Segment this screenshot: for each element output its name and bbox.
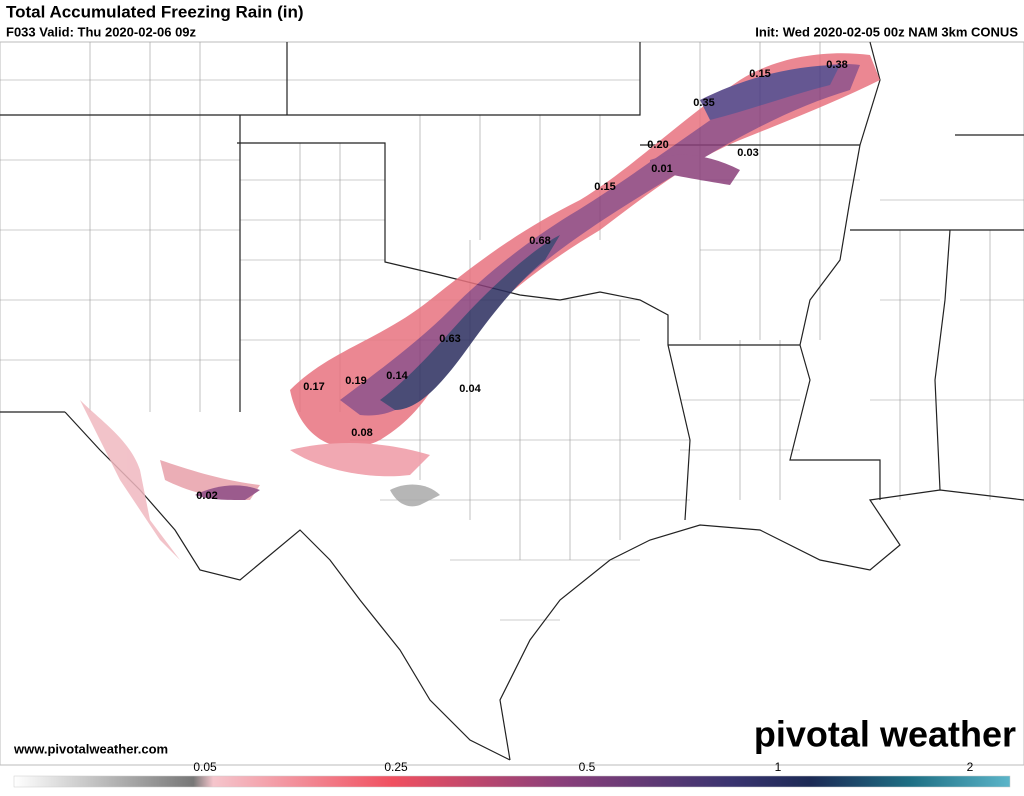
- colorbar-tick-label: 2: [967, 760, 974, 774]
- map-label: 0.01: [651, 163, 672, 175]
- colorbar-tick-label: 0.05: [193, 760, 217, 774]
- map-label: 0.04: [459, 383, 481, 395]
- map-label: 0.35: [693, 97, 714, 109]
- colorbar: [13, 775, 1011, 788]
- map-label: 0.14: [386, 370, 408, 382]
- map: [0, 41, 1024, 766]
- map-label: 0.15: [594, 181, 615, 193]
- map-label: 0.02: [196, 490, 217, 502]
- map-labels: 0.15 0.38 0.35 0.20 0.03 0.01 0.15 0.68 0.63 0.17…: [196, 59, 847, 502]
- map-label: 0.19: [345, 375, 366, 387]
- logo: pivotal weather: [754, 714, 1016, 755]
- valid-time: F033 Valid: Thu 2020-02-06 09z: [6, 24, 197, 39]
- map-label: 0.38: [826, 59, 847, 71]
- init-time: Init: Wed 2020-02-05 00z NAM 3km CONUS: [755, 24, 1018, 39]
- map-label: 0.20: [647, 139, 668, 151]
- map-label: 0.63: [439, 333, 460, 345]
- map-label: 0.08: [351, 427, 372, 439]
- colorbar-tick-label: 0.5: [579, 760, 596, 774]
- colorbar-tick-label: 1: [775, 760, 782, 774]
- colorbar-tick-label: 0.25: [384, 760, 408, 774]
- precip: [80, 53, 880, 560]
- colorbar-ticks: 0.05 0.25 0.5 1 2: [193, 760, 973, 774]
- map-label: 0.03: [737, 147, 758, 159]
- map-label: 0.15: [749, 68, 770, 80]
- map-label: 0.17: [303, 381, 324, 393]
- map-label: 0.68: [529, 235, 550, 247]
- title: Total Accumulated Freezing Rain (in): [6, 2, 304, 21]
- website: www.pivotalweather.com: [13, 741, 168, 756]
